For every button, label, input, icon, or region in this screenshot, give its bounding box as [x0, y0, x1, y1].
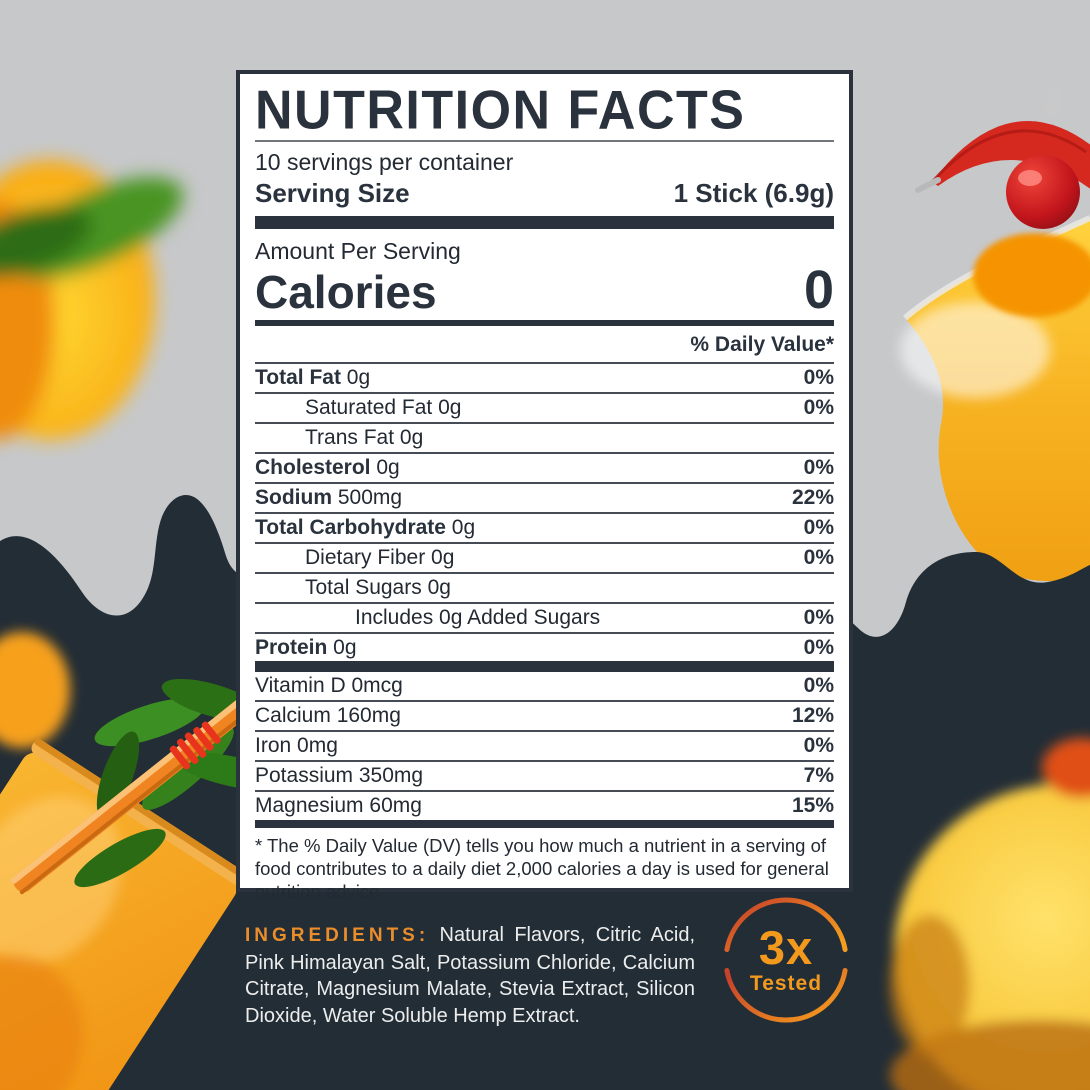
nutrition-facts-panel: NUTRITION FACTS 10 servings per containe… — [236, 70, 853, 902]
nutrient-daily-value: 0% — [803, 734, 834, 757]
nutrient-row: Iron 0mg 0% — [255, 730, 834, 760]
nutrient-amount: 0g — [340, 366, 371, 389]
nutrient-amount: 0g — [432, 396, 462, 419]
nutrient-amount: 0g — [421, 576, 451, 599]
calories-label: Calories — [255, 266, 437, 318]
title-divider — [255, 140, 834, 142]
nutrient-name: Total Sugars — [305, 576, 422, 599]
nutrient-name: Iron — [255, 734, 292, 757]
nutrient-daily-value: 22% — [791, 486, 834, 509]
nutrient-name: Includes 0g Added Sugars — [355, 606, 601, 629]
nutrient-row: Dietary Fiber 0g 0% — [255, 542, 834, 572]
nutrient-name: Magnesium — [255, 794, 364, 817]
nutrient-daily-value: 7% — [803, 764, 834, 787]
badge-ring-icon — [710, 897, 862, 1023]
nutrient-name: Trans Fat — [305, 426, 395, 449]
nutrient-name: Sodium — [255, 486, 332, 509]
nutrient-row: Calcium 160mg 12% — [255, 700, 834, 730]
orange-drink-glass-image — [0, 632, 296, 1090]
nutrient-row: Total Fat 0g 0% — [255, 362, 834, 392]
nutrient-daily-value: 0% — [803, 366, 834, 389]
nutrient-row: Total Sugars 0g — [255, 572, 834, 602]
nutrient-row: Includes 0g Added Sugars 0% — [255, 602, 834, 632]
nutrient-name: Total Fat — [255, 366, 341, 389]
nutrient-daily-value: 0% — [803, 546, 834, 569]
amount-per-serving: Amount Per Serving — [255, 238, 461, 264]
nutrient-name: Cholesterol — [255, 456, 371, 479]
medium-divider — [255, 320, 834, 326]
mango-image — [0, 160, 184, 440]
nutrient-amount: 0g — [425, 546, 455, 569]
nutrient-amount: 350mg — [353, 764, 424, 787]
serving-size-label: Serving Size — [255, 178, 410, 208]
nutrient-row: Sodium 500mg 22% — [255, 482, 834, 512]
nutrient-table: Total Fat 0g 0% Saturated Fat 0g 0% Trans Fa… — [255, 362, 834, 662]
thick-divider — [255, 216, 834, 229]
nutrient-row: Saturated Fat 0g 0% — [255, 392, 834, 422]
nutrient-row: Total Carbohydrate 0g 0% — [255, 512, 834, 542]
nutrient-row: Potassium 350mg 7% — [255, 760, 834, 790]
panel-title: NUTRITION FACTS — [255, 80, 746, 141]
nutrient-name: Vitamin D — [255, 674, 346, 697]
hurricane-glass-image — [900, 87, 1090, 582]
nutrient-row: Trans Fat 0g — [255, 422, 834, 452]
nutrient-name: Calcium — [255, 704, 331, 727]
cherry-icon — [1006, 155, 1080, 229]
calories-value: 0 — [803, 260, 834, 320]
nutrient-daily-value: 12% — [791, 704, 834, 727]
vitamin-table: Vitamin D 0mcg 0% Calcium 160mg 12% Iron 0mg… — [255, 672, 834, 820]
badge-tested-text: Tested — [749, 971, 823, 995]
badge-3x-text: 3x — [758, 920, 814, 974]
thick-divider — [255, 661, 834, 672]
daily-value-header: % Daily Value* — [690, 333, 834, 356]
nutrient-daily-value: 0% — [803, 606, 834, 629]
nutrient-name: Protein — [255, 636, 328, 659]
nutrient-daily-value: 0% — [803, 456, 834, 479]
nutrient-daily-value: 0% — [803, 516, 834, 539]
nutrient-daily-value: 0% — [803, 636, 834, 659]
nutrient-amount: 0g — [394, 426, 424, 449]
nutrient-amount: 0g — [445, 516, 476, 539]
nutrient-daily-value: 0% — [803, 674, 834, 697]
ingredients-block: INGREDIENTS: Natural Flavors, Citric Aci… — [245, 922, 695, 1029]
nutrient-name: Dietary Fiber — [305, 546, 426, 569]
three-x-tested-badge: 3x Tested — [710, 884, 862, 1036]
nutrient-row: Protein 0g 0% — [255, 632, 834, 662]
nutrient-amount: 0mcg — [345, 674, 403, 697]
nutrient-name: Potassium — [255, 764, 354, 787]
nutrient-name: Total Carbohydrate — [255, 516, 446, 539]
ingredients-heading: INGREDIENTS: — [245, 925, 430, 946]
daily-value-footnote: * The % Daily Value (DV) tells you how m… — [255, 835, 829, 902]
nutrient-daily-value: 15% — [791, 794, 834, 817]
servings-per-container: 10 servings per container — [255, 149, 514, 175]
nutrient-daily-value: 0% — [803, 396, 834, 419]
nutrient-row: Cholesterol 0g 0% — [255, 452, 834, 482]
nutrient-amount: 0mg — [291, 734, 338, 757]
nutrient-amount: 500mg — [332, 486, 403, 509]
ingredients-text: Natural Flavors, Citric Acid, Pink Himal… — [245, 924, 695, 1027]
pineapple-image — [890, 738, 1090, 1090]
thick-divider — [255, 820, 834, 828]
nutrient-row: Vitamin D 0mcg 0% — [255, 672, 834, 700]
cocktail-umbrella-icon — [915, 87, 1090, 193]
nutrient-amount: 60mg — [363, 794, 422, 817]
straw-image — [10, 697, 253, 895]
nutrient-amount: 160mg — [330, 704, 401, 727]
nutrient-row: Magnesium 60mg 15% — [255, 790, 834, 820]
nutrient-amount: 0g — [327, 636, 357, 659]
nutrient-amount: 0g — [370, 456, 400, 479]
serving-size-value: 1 Stick (6.9g) — [673, 178, 834, 208]
nutrient-name: Saturated Fat — [305, 396, 433, 419]
